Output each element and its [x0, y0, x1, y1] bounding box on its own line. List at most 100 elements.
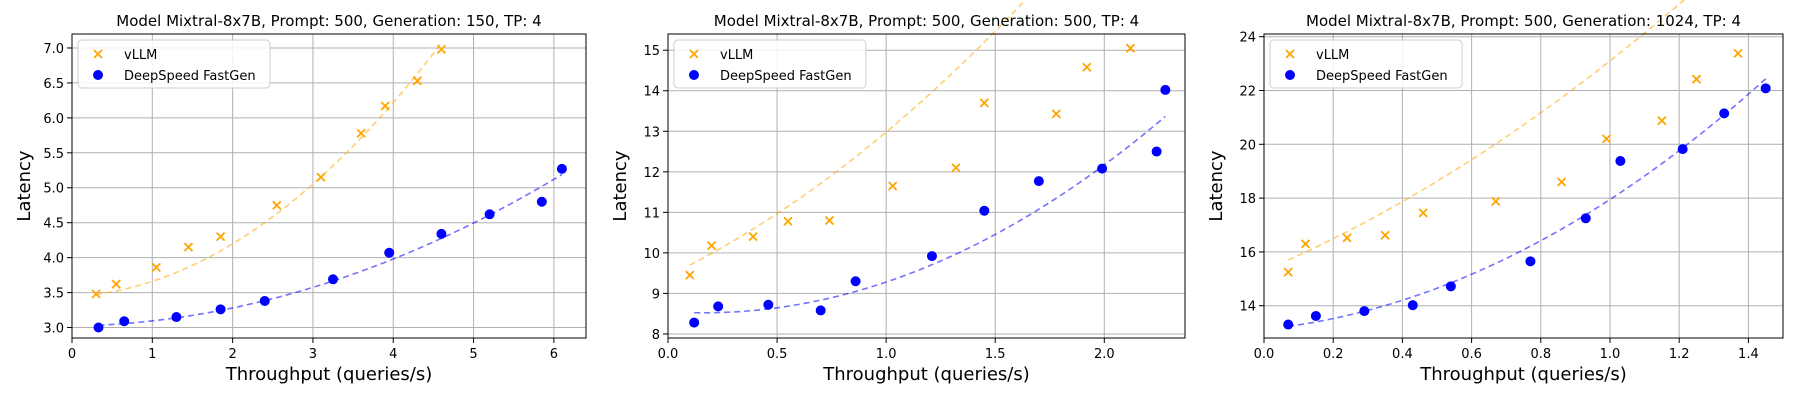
y-tick-label: 11 [643, 206, 660, 221]
plot-area: 0.0 0.2 0.4 0.6 0.8 1.0 1.2 1.4 14 16 18 20 22 24 [1239, 0, 1784, 362]
fastgen-point [1407, 300, 1418, 311]
trend-line-fastgen [1288, 78, 1767, 328]
y-tick-label: 5.0 [43, 182, 64, 197]
vllm-point [1657, 115, 1667, 126]
fastgen-point [1359, 306, 1370, 317]
y-tick-label: 6.5 [43, 77, 64, 92]
y-tick-label: 5.5 [43, 147, 64, 162]
trend-line-fastgen [98, 173, 563, 327]
vllm-point [706, 240, 717, 251]
trend-line-vllm [1287, 0, 1686, 261]
y-tick-label: 8 [652, 328, 660, 343]
axes-frame [667, 33, 1186, 339]
x-tick-label: 0.8 [1530, 347, 1551, 362]
fastgen-point [815, 305, 826, 316]
legend-marker-fastgen [93, 70, 103, 80]
legend-label-fastgen: DeepSpeed FastGen [1316, 69, 1448, 84]
vllm-point [316, 172, 326, 182]
fastgen-point [1719, 108, 1730, 119]
y-tick-label: 4.5 [43, 217, 64, 232]
axes-frame [1263, 33, 1784, 339]
vllm-point [215, 232, 226, 242]
fastgen-point [1151, 146, 1162, 157]
vllm-point [380, 101, 390, 111]
fastgen-point [536, 196, 547, 207]
x-tick-label: 0.2 [1323, 347, 1344, 362]
fastgen-point [215, 304, 226, 315]
fastgen-point [1097, 163, 1108, 174]
y-axis-label: Latency [14, 150, 35, 221]
y-tick-label: 6.0 [43, 112, 64, 127]
y-tick-label: 22 [1239, 84, 1256, 99]
y-tick-label: 3.0 [43, 322, 64, 337]
y-tick-label: 9 [652, 287, 660, 302]
vllm-point [951, 163, 961, 173]
vllm-point [685, 270, 695, 280]
x-tick-label: 1 [148, 347, 156, 362]
legend-box [77, 39, 271, 89]
fastgen-point [1580, 213, 1591, 224]
trend-line-vllm [95, 42, 443, 296]
legend-marker-fastgen [689, 70, 699, 80]
legend-label-vllm: vLLM [1316, 48, 1349, 63]
chart-title: Model Mixtral-8x7B, Prompt: 500, Generat… [116, 12, 541, 30]
vllm-point [1601, 134, 1612, 144]
x-tick-label: 0.5 [767, 347, 788, 362]
vllm-point [91, 289, 101, 299]
plot-area: 0.0 0.5 1.0 1.5 2.0 8 9 10 11 12 13 14 15 [643, 0, 1186, 362]
x-tick-label: 1.5 [985, 347, 1006, 362]
fastgen-point [556, 163, 567, 174]
fastgen-point [1615, 155, 1626, 166]
vllm-point [1082, 62, 1092, 72]
legend-label-fastgen: DeepSpeed FastGen [124, 69, 256, 84]
trend-line-fastgen [694, 115, 1166, 314]
fastgen-point [926, 251, 937, 262]
x-tick-label: 0 [68, 347, 76, 362]
x-tick-label: 0.4 [1392, 347, 1413, 362]
vllm-point [183, 242, 194, 252]
legend: vLLM DeepSpeed FastGen [1269, 39, 1463, 89]
fastgen-point [979, 205, 990, 216]
vllm-point [272, 200, 282, 210]
fastgen-point [1033, 176, 1044, 187]
legend-marker-vllm [1285, 49, 1295, 59]
legend-marker-vllm [93, 49, 103, 59]
x-axis-label: Throughput (queries/s) [1419, 364, 1627, 385]
vllm-point [1125, 43, 1136, 53]
y-axis-label: Latency [610, 150, 631, 221]
chart-panel-2: 0.0 0.5 1.0 1.5 2.0 8 9 10 11 12 13 14 15 Model Mixt… [610, 0, 1186, 385]
x-tick-label: 1.0 [876, 347, 897, 362]
y-tick-label: 3.5 [43, 287, 64, 302]
y-tick-label: 18 [1239, 192, 1256, 207]
fastgen-point [1677, 144, 1688, 155]
fastgen-point [171, 312, 182, 323]
legend-marker-fastgen [1285, 70, 1295, 80]
fastgen-point [763, 299, 774, 310]
vllm-point [1300, 239, 1311, 249]
legend-box [673, 39, 867, 89]
fastgen-point [1760, 83, 1771, 94]
fastgen-point [689, 317, 700, 328]
x-tick-label: 1.2 [1669, 347, 1690, 362]
vllm-point [111, 279, 121, 289]
y-tick-label: 20 [1239, 138, 1256, 153]
legend-label-fastgen: DeepSpeed FastGen [720, 69, 852, 84]
chart-title: Model Mixtral-8x7B, Prompt: 500, Generat… [714, 12, 1139, 30]
y-tick-label: 14 [1239, 300, 1256, 315]
vllm-point [1418, 208, 1428, 218]
vllm-point [748, 232, 758, 242]
y-tick-label: 24 [1239, 31, 1256, 46]
fastgen-point [1525, 256, 1536, 267]
fastgen-point [1445, 281, 1456, 292]
x-tick-label: 0.0 [658, 347, 679, 362]
vllm-point [436, 44, 447, 55]
x-axis-label: Throughput (queries/s) [822, 364, 1030, 385]
vllm-point [412, 76, 422, 86]
fastgen-point [850, 276, 861, 287]
fastgen-point [259, 295, 270, 306]
vllm-point [888, 181, 898, 191]
legend-label-vllm: vLLM [124, 48, 157, 63]
vllm-point [1342, 233, 1352, 243]
plot-area: 0 1 2 3 4 5 6 3.0 3.5 4.0 4.5 5.0 5.5 6.0 6.5 7.0 [43, 33, 587, 362]
